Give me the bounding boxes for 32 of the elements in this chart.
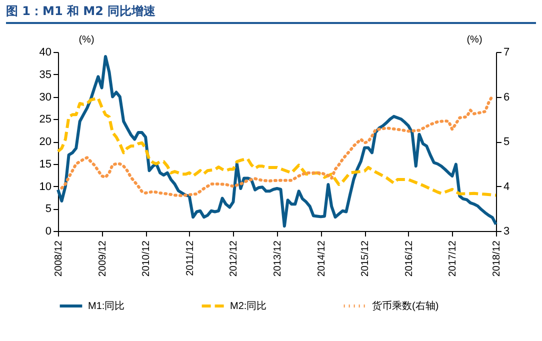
line-series bbox=[56, 54, 498, 228]
x-tick-label: 2016/12 bbox=[404, 240, 415, 277]
y-tick-label: 0 bbox=[45, 226, 52, 238]
x-tick-label: 2011/12 bbox=[184, 240, 196, 276]
y2-axis-title: (%) bbox=[466, 34, 482, 46]
y2-tick-label: 4 bbox=[504, 180, 510, 193]
y-tick-label: 15 bbox=[39, 158, 52, 170]
legend-label: M1:同比 bbox=[88, 300, 125, 312]
legend-label: 货币乘数(右轴) bbox=[372, 300, 439, 312]
x-tick-label: 2008/12 bbox=[54, 240, 64, 277]
x-tick-label: 2018/12 bbox=[492, 240, 502, 277]
y2-tick-label: 6 bbox=[504, 91, 510, 104]
y-tick-label: 5 bbox=[45, 203, 52, 216]
y-tick-label: 40 bbox=[39, 46, 52, 58]
x-tick-label: 2014/12 bbox=[316, 240, 328, 277]
y2-tick-label: 3 bbox=[504, 226, 510, 238]
y-tick-label: 30 bbox=[39, 91, 52, 104]
y-tick-label: 35 bbox=[39, 68, 52, 81]
x-tick-label: 2015/12 bbox=[360, 240, 372, 277]
y-tick-label: 25 bbox=[39, 114, 52, 126]
legend-label: M2:同比 bbox=[230, 300, 267, 312]
x-tick-label: 2017/12 bbox=[448, 240, 459, 277]
x-tick-label: 2013/12 bbox=[272, 240, 284, 277]
y-axis-title: (%) bbox=[78, 34, 94, 46]
chart-title: 图 1：M1 和 M2 同比增速 bbox=[6, 3, 536, 24]
y2-tick-label: 5 bbox=[504, 136, 510, 148]
x-tick-label: 2009/12 bbox=[97, 240, 108, 277]
y-tick-label: 10 bbox=[39, 180, 52, 193]
x-tick-label: 2010/12 bbox=[141, 240, 152, 277]
y2-tick-label: 7 bbox=[504, 46, 510, 58]
x-tick-label: 2012/12 bbox=[228, 240, 240, 277]
y-tick-label: 20 bbox=[39, 136, 52, 148]
